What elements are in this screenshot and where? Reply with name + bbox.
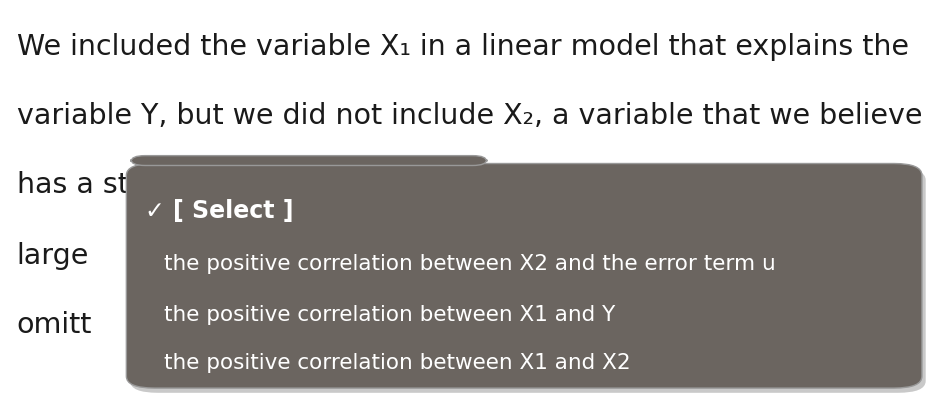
FancyBboxPatch shape (131, 156, 487, 165)
Text: omitt: omitt (17, 311, 93, 339)
Text: has a strong positive correlation with Y. All else constant, the: has a strong positive correlation with Y… (17, 171, 884, 199)
Text: ✓ [ Select ]: ✓ [ Select ] (145, 199, 294, 223)
FancyBboxPatch shape (126, 164, 922, 388)
Text: the positive correlation between X1 and X2: the positive correlation between X1 and … (164, 353, 631, 373)
Text: the positive correlation between X1 and Y: the positive correlation between X1 and … (164, 305, 615, 325)
Text: variable Y, but we did not include X₂, a variable that we believe: variable Y, but we did not include X₂, a… (17, 102, 922, 130)
Text: the positive correlation between X2 and the error term u: the positive correlation between X2 and … (164, 254, 776, 274)
Text: We included the variable X₁ in a linear model that explains the: We included the variable X₁ in a linear … (17, 33, 909, 61)
Text: large: large (17, 242, 89, 270)
FancyBboxPatch shape (130, 168, 926, 393)
